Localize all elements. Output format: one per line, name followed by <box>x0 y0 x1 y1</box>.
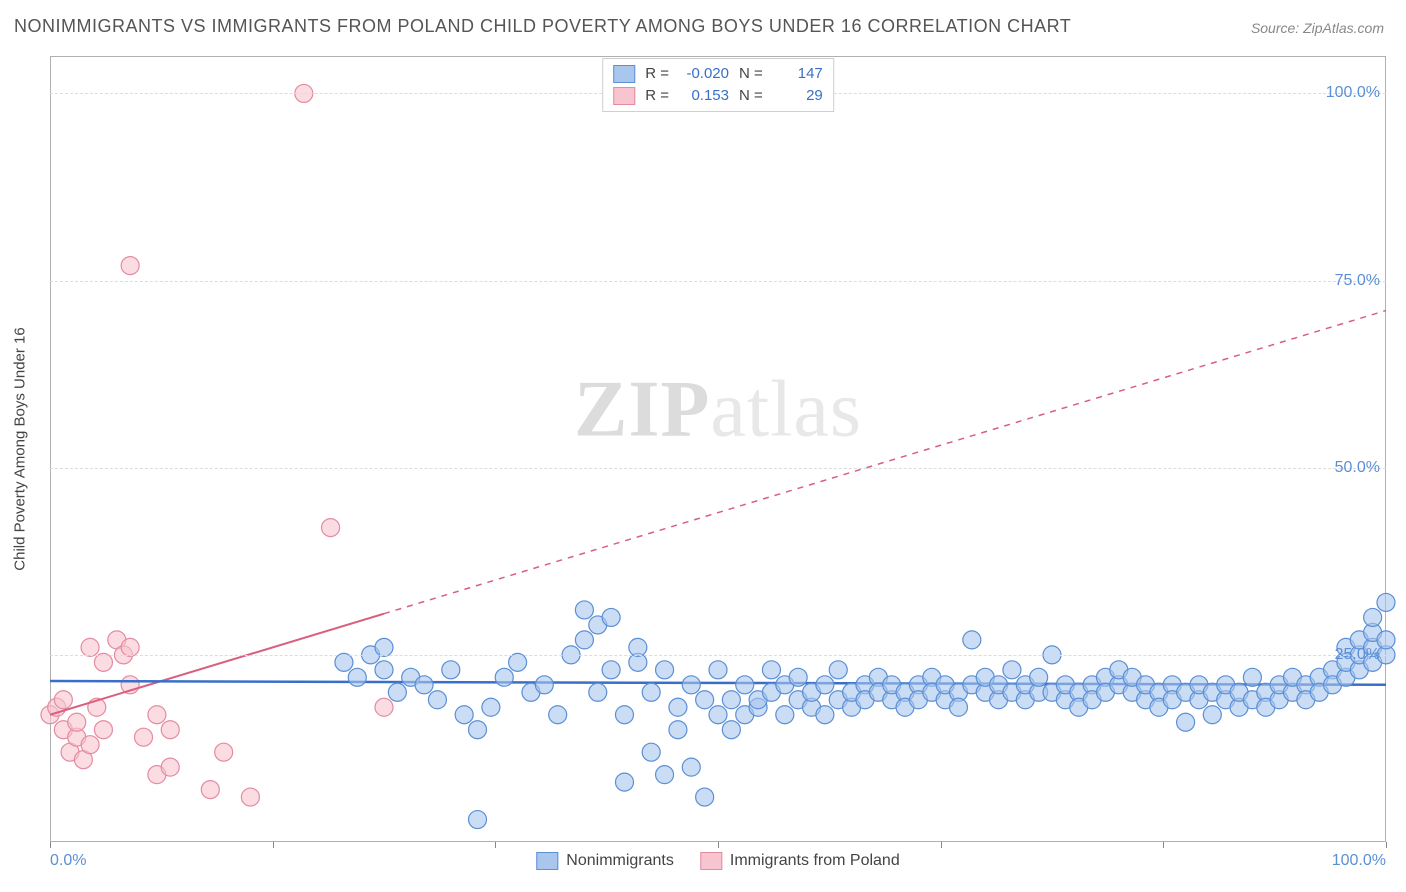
source-attribution: Source: ZipAtlas.com <box>1251 20 1384 36</box>
y-tick-label: 75.0% <box>1335 272 1380 290</box>
x-tick-mark <box>495 842 496 848</box>
legend-swatch <box>536 852 558 870</box>
svg-layer <box>50 56 1386 842</box>
y-tick-label: 25.0% <box>1335 646 1380 664</box>
stat-n-value: 29 <box>773 85 823 107</box>
legend-swatch <box>613 65 635 83</box>
x-axis-max-label: 100.0% <box>1332 852 1386 870</box>
stat-r-value: 0.153 <box>679 85 729 107</box>
gridline-h <box>50 468 1386 469</box>
stat-r-label: R = <box>645 63 669 85</box>
legend-label: Immigrants from Poland <box>730 852 900 870</box>
legend-swatch <box>613 87 635 105</box>
stat-n-value: 147 <box>773 63 823 85</box>
stat-r-value: -0.020 <box>679 63 729 85</box>
gridline-h <box>50 281 1386 282</box>
stat-n-label: N = <box>739 63 763 85</box>
chart-title: NONIMMIGRANTS VS IMMIGRANTS FROM POLAND … <box>14 16 1071 37</box>
legend-swatch <box>700 852 722 870</box>
stat-legend-row: R = -0.020 N = 147 <box>613 63 823 85</box>
gridline-h <box>50 655 1386 656</box>
x-tick-mark <box>941 842 942 848</box>
y-axis-label: Child Poverty Among Boys Under 16 <box>12 327 29 570</box>
bottom-legend-item: Nonimmigrants <box>536 852 674 870</box>
bottom-legend-item: Immigrants from Poland <box>700 852 900 870</box>
stat-legend: R = -0.020 N = 147 R = 0.153 N = 29 <box>602 58 834 112</box>
x-tick-mark <box>50 842 51 848</box>
plot-region: 25.0% 50.0% 75.0% 100.0% <box>50 56 1386 842</box>
chart-area: Child Poverty Among Boys Under 16 ZIPatl… <box>50 56 1386 842</box>
x-tick-mark <box>273 842 274 848</box>
stat-r-label: R = <box>645 85 669 107</box>
x-tick-mark <box>1163 842 1164 848</box>
stat-legend-row: R = 0.153 N = 29 <box>613 85 823 107</box>
x-tick-mark <box>1386 842 1387 848</box>
stat-n-label: N = <box>739 85 763 107</box>
bottom-legend: Nonimmigrants Immigrants from Poland <box>536 852 899 870</box>
y-tick-label: 50.0% <box>1335 459 1380 477</box>
x-axis-min-label: 0.0% <box>50 852 86 870</box>
y-tick-label: 100.0% <box>1326 84 1380 102</box>
x-tick-mark <box>718 842 719 848</box>
legend-label: Nonimmigrants <box>566 852 674 870</box>
